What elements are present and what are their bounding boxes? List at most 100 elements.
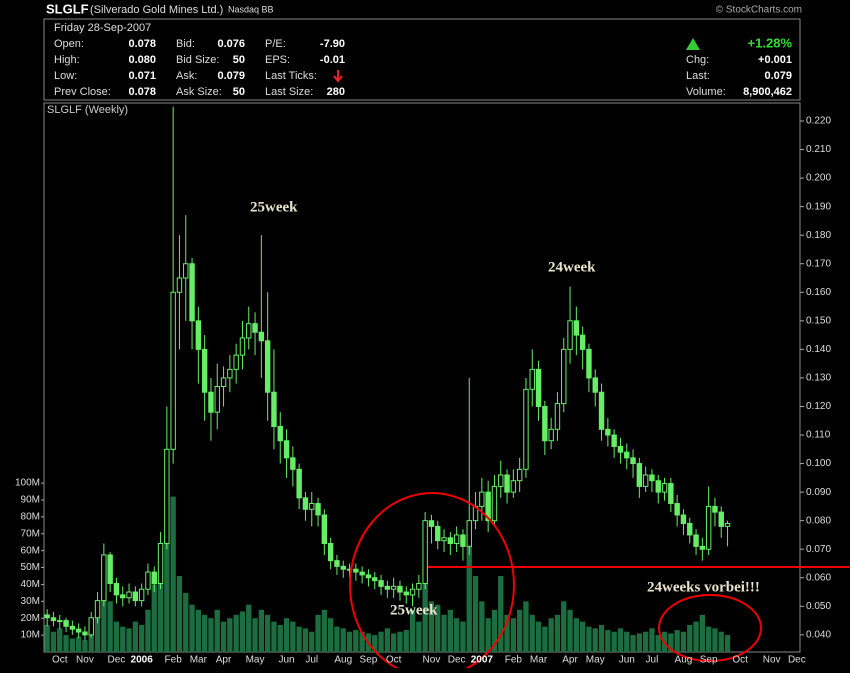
x-tick-label: 2006 [131, 655, 154, 666]
candle-body [554, 403, 561, 430]
candle-body [491, 485, 498, 522]
volume-bar [523, 601, 529, 652]
quote-value: -0.01 [320, 54, 345, 66]
candle-body [126, 591, 132, 599]
volume-bar [157, 550, 164, 652]
x-tick-label: Oct [386, 655, 402, 666]
candle-body [460, 534, 466, 547]
y-tick-label: 0.210 [806, 144, 831, 155]
y-tick-label: 0.190 [806, 201, 831, 212]
quote-label: Ask: [176, 70, 197, 82]
volume-bar [428, 601, 435, 652]
volume-bar [435, 604, 441, 652]
candle-body [277, 425, 283, 442]
candle-body [258, 331, 265, 342]
x-tick-label: Nov [76, 655, 94, 666]
volume-bar [548, 618, 554, 652]
candle-body [655, 480, 661, 493]
candle-body [567, 320, 573, 350]
candle-body [195, 320, 202, 350]
x-tick-label: Sep [700, 655, 718, 666]
volume-bar [718, 631, 724, 652]
volume-bar [94, 604, 101, 652]
candle-body [718, 511, 724, 527]
y-tick-label: 0.130 [806, 373, 831, 384]
volume-bar [403, 630, 409, 652]
candle-body [321, 514, 328, 545]
y2-tick-label: 50M [21, 562, 40, 573]
volume-bar [422, 559, 428, 652]
candle-body [239, 337, 246, 356]
candle-body [132, 591, 139, 602]
x-tick-label: May [586, 655, 605, 666]
y2-tick-label: 30M [21, 596, 40, 607]
candle-body [120, 594, 126, 599]
candle-body [50, 617, 57, 622]
candle-body [409, 588, 416, 596]
candle-body [359, 571, 365, 576]
candle-body [75, 628, 82, 633]
volume-bar [378, 631, 384, 652]
y2-tick-label: 80M [21, 512, 40, 523]
volume-bar [479, 601, 485, 652]
volume-bar [340, 628, 346, 652]
x-tick-label: Dec [108, 655, 126, 666]
source: © StockCharts.com [716, 5, 802, 16]
y-tick-label: 0.140 [806, 344, 831, 355]
volume-bar [693, 621, 699, 652]
volume-bar [239, 611, 246, 652]
x-tick-label: Nov [423, 655, 441, 666]
x-tick-label: Dec [448, 655, 466, 666]
volume-bar [447, 609, 453, 652]
candle-body [264, 340, 271, 393]
candle-body [397, 585, 403, 593]
volume-bar [567, 609, 573, 652]
date: Friday 28-Sep-2007 [54, 22, 151, 34]
volume-bar [372, 635, 378, 652]
candle-body [252, 323, 258, 333]
volume-bar [126, 628, 132, 652]
volume-bar [132, 621, 138, 652]
y2-tick-label: 70M [21, 528, 40, 539]
volume-bar [724, 635, 731, 652]
y-tick-label: 0.040 [806, 630, 831, 641]
candle-body [220, 377, 227, 387]
volume-bar [454, 618, 460, 652]
quote-label: P/E: [265, 38, 286, 50]
volume-bar [643, 631, 649, 652]
candle-body [535, 368, 542, 407]
y2-tick-label: 100M [15, 478, 40, 489]
volume-bar [655, 635, 661, 652]
y-tick-label: 0.070 [806, 544, 831, 555]
summary-label: Last: [686, 70, 710, 82]
volume-bar [214, 609, 220, 652]
y2-tick-label: 10M [21, 630, 40, 641]
volume-bar [649, 628, 655, 652]
candle-body [561, 348, 567, 405]
quote-label: High: [54, 54, 80, 66]
candle-body [164, 448, 170, 545]
candle-body [705, 505, 712, 550]
circle [349, 492, 515, 673]
x-tick-label: Oct [732, 655, 748, 666]
volume-bar [460, 621, 466, 652]
volume-bar [246, 604, 252, 652]
volume-bar [202, 614, 208, 652]
candle-body [88, 617, 94, 636]
volume-bar [63, 635, 69, 652]
candle-body [214, 385, 220, 413]
candle-body [674, 503, 680, 516]
candle-body [302, 497, 309, 510]
candle-body [466, 520, 472, 547]
candle-body [661, 483, 668, 493]
candle-body [611, 434, 617, 447]
candle-body [57, 620, 63, 623]
volume-bar [321, 609, 327, 652]
summary-value: +0.001 [758, 54, 792, 66]
volume-bar [334, 626, 340, 652]
volume-bar [712, 628, 718, 652]
candle-body [504, 474, 510, 493]
volume-bar [277, 624, 283, 652]
volume-bar [164, 533, 170, 652]
candle-body [586, 348, 592, 379]
